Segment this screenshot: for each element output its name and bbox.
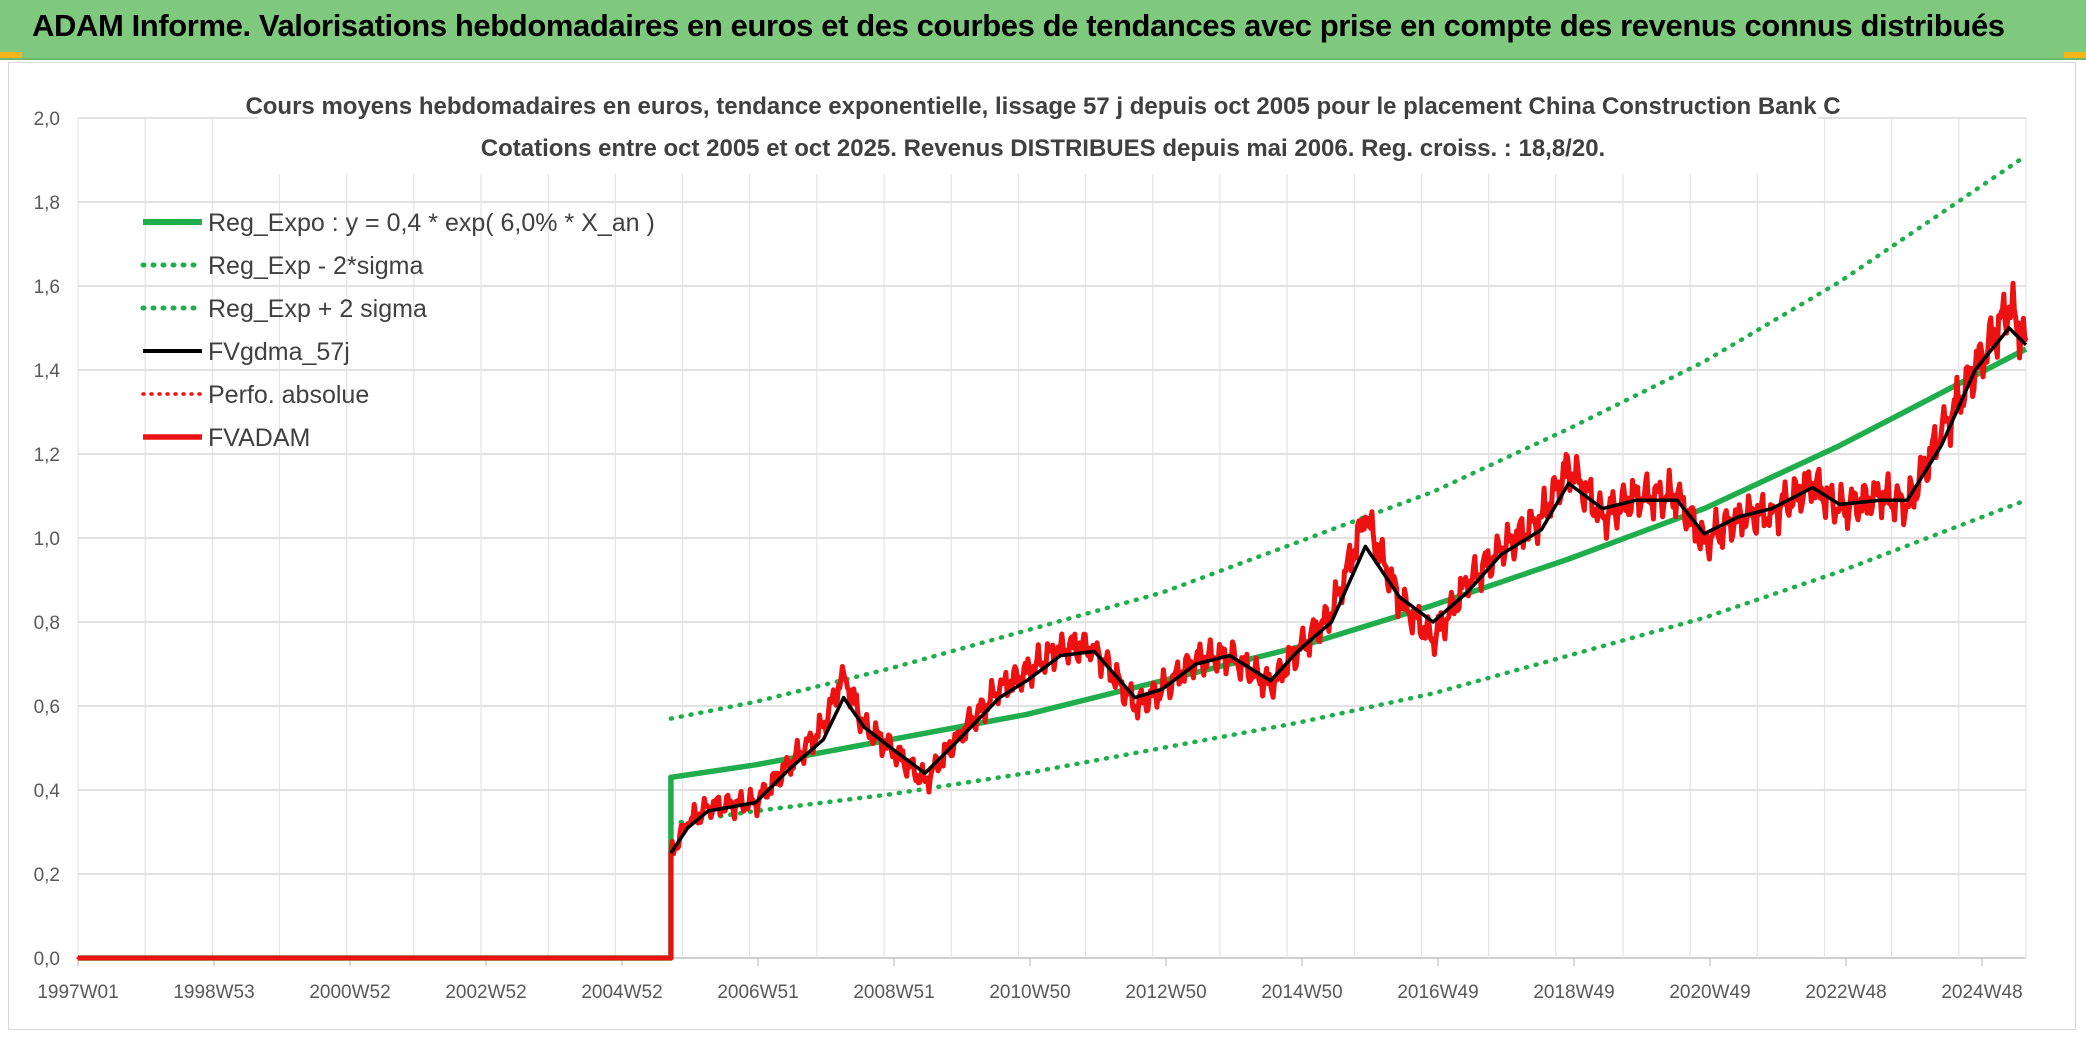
x-tick-label: 2008W51 <box>853 982 934 1003</box>
x-tick-label: 1998W53 <box>173 982 254 1003</box>
y-tick-label: 1,6 <box>34 277 60 298</box>
x-tick-label: 2010W50 <box>989 982 1070 1003</box>
chart-frame <box>8 62 2076 1030</box>
y-tick-label: 1,0 <box>34 529 60 550</box>
x-tick-label: 2016W49 <box>1397 982 1478 1003</box>
corner-marker-right <box>2064 52 2086 58</box>
series-line-dotted-red <box>76 281 2028 960</box>
y-tick-label: 1,2 <box>34 445 60 466</box>
y-tick-label: 1,8 <box>34 193 60 214</box>
y-tick-label: 2,0 <box>34 109 60 130</box>
series-line-dotted-green <box>668 497 2029 826</box>
x-axis-tick-labels: 1997W01 1998W53 2000W52 2002W52 2004W52 2006W… <box>37 958 2023 1003</box>
corner-marker-left <box>0 52 22 58</box>
report-banner: ADAM Informe. Valorisations hebdomadaire… <box>0 0 2086 60</box>
series-lines <box>76 153 2029 961</box>
y-tick-label: 0,8 <box>34 613 60 634</box>
title-backdrop <box>258 84 1818 174</box>
x-tick-label: 2014W50 <box>1261 982 1342 1003</box>
legend-label: Reg_Expo : y = 0,4 * exp( 6,0% * X_an ) <box>208 209 655 237</box>
series-line-solid-black <box>669 326 2028 854</box>
legend-label: FVgdma_57j <box>208 338 350 366</box>
x-tick-label: 2018W49 <box>1533 982 1614 1003</box>
y-tick-label: 0,4 <box>34 781 61 802</box>
y-tick-label: 0,0 <box>34 949 60 970</box>
legend-label: Reg_Exp + 2 sigma <box>208 295 427 323</box>
x-tick-label: 2000W52 <box>309 982 390 1003</box>
x-tick-label: 2002W52 <box>445 982 526 1003</box>
x-tick-label: 2022W48 <box>1805 982 1886 1003</box>
legend: Reg_Expo : y = 0,4 * exp( 6,0% * X_an ) R… <box>140 209 655 452</box>
legend-label: FVADAM <box>208 424 310 452</box>
banner-title: ADAM Informe. Valorisations hebdomadaire… <box>32 8 2005 43</box>
chart-subtitle: Cotations entre oct 2005 et oct 2025. Re… <box>481 135 1605 162</box>
legend-label: Reg_Exp - 2*sigma <box>208 252 423 280</box>
x-tick-label: 2012W50 <box>1125 982 1206 1003</box>
chart-title: Cours moyens hebdomadaires en euros, ten… <box>245 93 1840 120</box>
x-tick-label: 2004W52 <box>581 982 662 1003</box>
y-tick-label: 0,2 <box>34 865 60 886</box>
x-tick-label: 1997W01 <box>37 982 118 1003</box>
y-tick-label: 0,6 <box>34 697 60 718</box>
series-line-solid-red <box>78 280 2029 961</box>
y-axis-tick-labels: 0,0 0,2 0,4 0,6 0,8 1,0 1,2 1,4 1,6 1,8 2,0 <box>34 109 61 970</box>
x-tick-label: 2024W48 <box>1941 982 2022 1003</box>
x-tick-label: 2006W51 <box>717 982 798 1003</box>
legend-label: Perfo. absolue <box>208 381 369 409</box>
y-tick-label: 1,4 <box>34 361 61 382</box>
grid-lines <box>77 117 2027 959</box>
x-tick-label: 2020W49 <box>1669 982 1750 1003</box>
